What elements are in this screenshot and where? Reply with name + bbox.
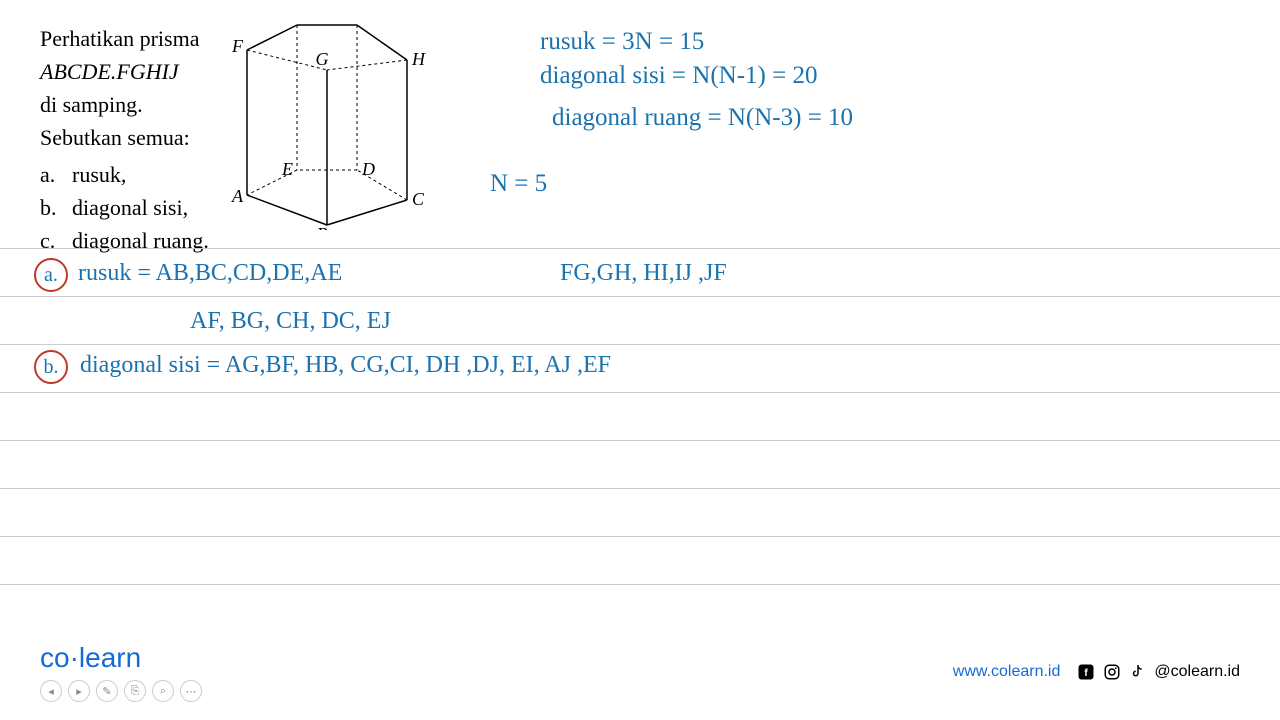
label-D: D <box>361 159 375 179</box>
ruled-line <box>0 296 1280 297</box>
answer-b-marker: b. <box>34 350 68 384</box>
social-handle: @colearn.id <box>1154 663 1240 681</box>
ruled-line <box>0 248 1280 249</box>
problem-line3: di samping. <box>40 88 230 121</box>
pen-button[interactable]: ✎ <box>96 680 118 702</box>
problem-line2: ABCDE.FGHIJ <box>40 55 230 88</box>
formula-diag-ruang: diagonal ruang = N(N-3) = 10 <box>552 104 853 132</box>
problem-statement: Perhatikan prisma ABCDE.FGHIJ di samping… <box>40 22 230 257</box>
facebook-icon[interactable]: f <box>1076 662 1096 682</box>
label-J: J <box>293 20 302 22</box>
svg-text:f: f <box>1085 667 1089 679</box>
ruled-line <box>0 584 1280 585</box>
ruled-line <box>0 440 1280 441</box>
footer-url[interactable]: www.colearn.id <box>953 663 1061 681</box>
footer-right: www.colearn.id f @colearn.id <box>953 662 1240 682</box>
next-button[interactable]: ▸ <box>68 680 90 702</box>
brand-logo: co·learn <box>40 642 202 674</box>
label-G: G <box>316 49 329 69</box>
label-A: A <box>231 186 244 206</box>
footer-left: co·learn ◂ ▸ ✎ ⎘ ⌕ ⋯ <box>40 642 202 702</box>
prev-button[interactable]: ◂ <box>40 680 62 702</box>
answer-a-line2: AF, BG, CH, DC, EJ <box>190 308 391 335</box>
formula-diag-sisi: diagonal sisi = N(N-1) = 20 <box>540 62 817 90</box>
problem-list: a.rusuk, b.diagonal sisi, c.diagonal rua… <box>40 158 230 257</box>
label-B: B <box>317 224 328 230</box>
prism-diagram: A B C D E F G H I J <box>227 20 437 230</box>
label-C: C <box>412 189 425 209</box>
formula-n: N = 5 <box>490 170 547 198</box>
instagram-icon[interactable] <box>1102 662 1122 682</box>
social-icons: f @colearn.id <box>1076 662 1240 682</box>
label-F: F <box>231 36 244 56</box>
copy-button[interactable]: ⎘ <box>124 680 146 702</box>
label-E: E <box>281 159 293 179</box>
formula-rusuk: rusuk = 3N = 15 <box>540 28 704 56</box>
zoom-button[interactable]: ⌕ <box>152 680 174 702</box>
answer-a-marker: a. <box>34 258 68 292</box>
label-I: I <box>353 20 361 22</box>
more-button[interactable]: ⋯ <box>180 680 202 702</box>
tiktok-icon[interactable] <box>1128 662 1148 682</box>
answer-a-line1b: FG,GH, HI,IJ ,JF <box>560 260 727 287</box>
problem-line4: Sebutkan semua: <box>40 121 230 154</box>
ruled-line <box>0 488 1280 489</box>
label-H: H <box>411 49 426 69</box>
footer: co·learn ◂ ▸ ✎ ⎘ ⌕ ⋯ www.colearn.id f @c… <box>0 642 1280 702</box>
problem-line1: Perhatikan prisma <box>40 22 230 55</box>
player-controls: ◂ ▸ ✎ ⎘ ⌕ ⋯ <box>40 680 202 702</box>
ruled-line <box>0 536 1280 537</box>
ruled-line <box>0 392 1280 393</box>
answer-a-line1: rusuk = AB,BC,CD,DE,AE <box>78 260 342 287</box>
ruled-line <box>0 344 1280 345</box>
answer-b-line: diagonal sisi = AG,BF, HB, CG,CI, DH ,DJ… <box>80 352 611 379</box>
